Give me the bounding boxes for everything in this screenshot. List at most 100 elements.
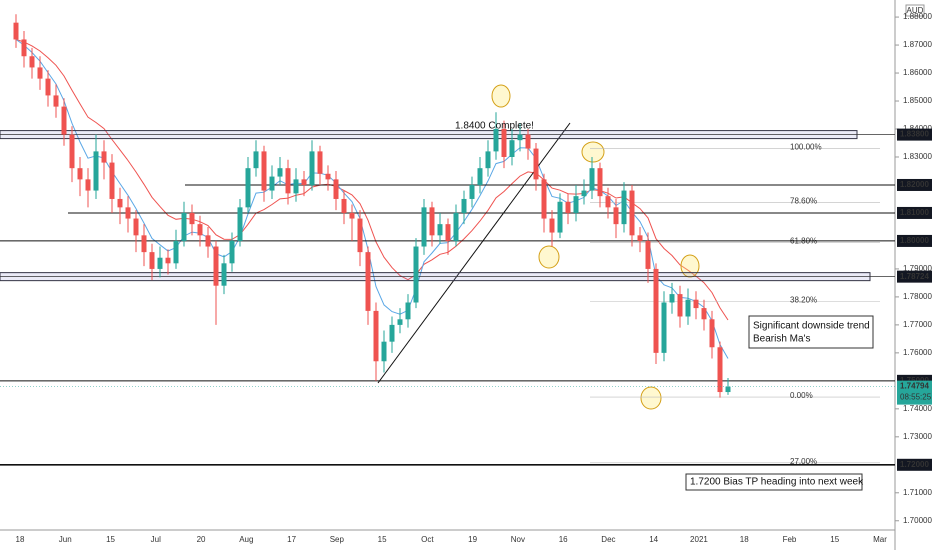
x-tick-label: 14 <box>649 535 658 544</box>
candle-body <box>533 148 539 180</box>
candle-body <box>93 151 99 191</box>
annotation: Significant downside trend <box>753 321 870 332</box>
candle-body <box>165 257 171 264</box>
x-tick-label: 18 <box>740 535 749 544</box>
candle-body <box>501 129 507 157</box>
x-tick-label: 20 <box>197 535 206 544</box>
circle <box>581 141 605 163</box>
candle-body <box>373 310 379 362</box>
candle-body <box>549 218 555 233</box>
candle-body <box>605 196 611 208</box>
candle-body <box>85 179 91 191</box>
candle-body <box>205 235 211 247</box>
candle-body <box>629 190 635 236</box>
x-tick-label: 16 <box>559 535 568 544</box>
candle-body <box>349 212 355 219</box>
y-tick-label: 1.73000 <box>903 432 932 441</box>
candle-body <box>149 252 155 269</box>
y-tick-label: 1.76000 <box>903 348 932 357</box>
candle-body <box>269 176 275 191</box>
level-price-label: 1.80000 <box>900 236 929 245</box>
countdown: 08:55:25 <box>900 393 932 402</box>
x-tick-label: Feb <box>783 535 797 544</box>
level-price-box <box>897 270 932 283</box>
currency-label: AUD <box>907 6 924 15</box>
level-price-box <box>897 206 932 219</box>
candle-body <box>357 218 363 253</box>
candle-body <box>197 224 203 236</box>
candle-body <box>573 196 579 213</box>
candle-body <box>325 173 331 180</box>
candle-body <box>181 212 187 241</box>
candle-body <box>677 294 683 317</box>
x-tick-label: 18 <box>16 535 25 544</box>
candle-body <box>413 246 419 303</box>
candle-body <box>229 240 235 264</box>
x-tick-label: Jul <box>151 535 161 544</box>
candle-body <box>613 207 619 225</box>
candle-body <box>221 263 227 286</box>
candle-body <box>461 198 467 213</box>
candle-body <box>381 341 387 362</box>
x-tick-label: 17 <box>287 535 296 544</box>
candle-body <box>141 235 147 253</box>
candle-body <box>77 168 83 180</box>
candle-body <box>525 134 531 149</box>
candle-body <box>261 151 267 191</box>
x-tick-label: 2021 <box>690 535 708 544</box>
candle-body <box>669 294 675 303</box>
candle-body <box>693 299 699 309</box>
candle-body <box>117 198 123 208</box>
candle-body <box>725 386 731 393</box>
x-tick-label: 15 <box>830 535 839 544</box>
candle-body <box>13 22 19 40</box>
candle-body <box>485 151 491 169</box>
candle-body <box>709 319 715 348</box>
candle-body <box>493 129 499 152</box>
candle-body <box>101 151 107 163</box>
fib-label: 78.60% <box>790 197 817 206</box>
moving-average <box>15 39 729 321</box>
circle <box>491 84 511 108</box>
y-tick-label: 1.78000 <box>903 292 932 301</box>
highlight-circles <box>491 84 700 410</box>
candle-body <box>397 319 403 325</box>
level-price-label: 1.75000 <box>900 376 929 385</box>
level-price-box <box>897 458 932 471</box>
y-tick-label: 1.87000 <box>903 40 932 49</box>
x-tick-label: Sep <box>330 535 345 544</box>
x-tick-label: Oct <box>421 535 434 544</box>
candle-body <box>245 168 251 208</box>
candle-body <box>565 201 571 213</box>
candle-body <box>317 151 323 174</box>
y-tick-label: 1.85000 <box>903 96 932 105</box>
current-price-label: 1.74794 <box>900 382 929 391</box>
candle-body <box>453 212 459 241</box>
candle-body <box>21 39 27 57</box>
candle-body <box>365 252 371 311</box>
annotation: 1.7200 Bias TP heading into next week <box>690 477 864 488</box>
level-price-box <box>897 128 932 141</box>
annotation: Bearish Ma's <box>753 334 811 345</box>
candle-body <box>597 168 603 197</box>
candle-body <box>53 95 59 107</box>
candle-body <box>293 179 299 194</box>
candle-body <box>581 190 587 197</box>
candle-body <box>69 134 75 169</box>
y-tick-label: 1.74000 <box>903 404 932 413</box>
y-tick-label: 1.83000 <box>903 152 932 161</box>
fib-label: 100.00% <box>790 143 822 152</box>
x-tick-label: Aug <box>239 535 253 544</box>
candle-body <box>29 56 35 68</box>
currency-box <box>905 4 925 17</box>
candle-body <box>477 168 483 185</box>
candle-body <box>685 299 691 317</box>
x-tick-label: 19 <box>468 535 477 544</box>
y-tick-label: 1.77000 <box>903 320 932 329</box>
candle-body <box>61 106 67 135</box>
circle <box>640 386 662 410</box>
x-tick-label: 15 <box>378 535 387 544</box>
x-tick-label: Mar <box>873 535 887 544</box>
